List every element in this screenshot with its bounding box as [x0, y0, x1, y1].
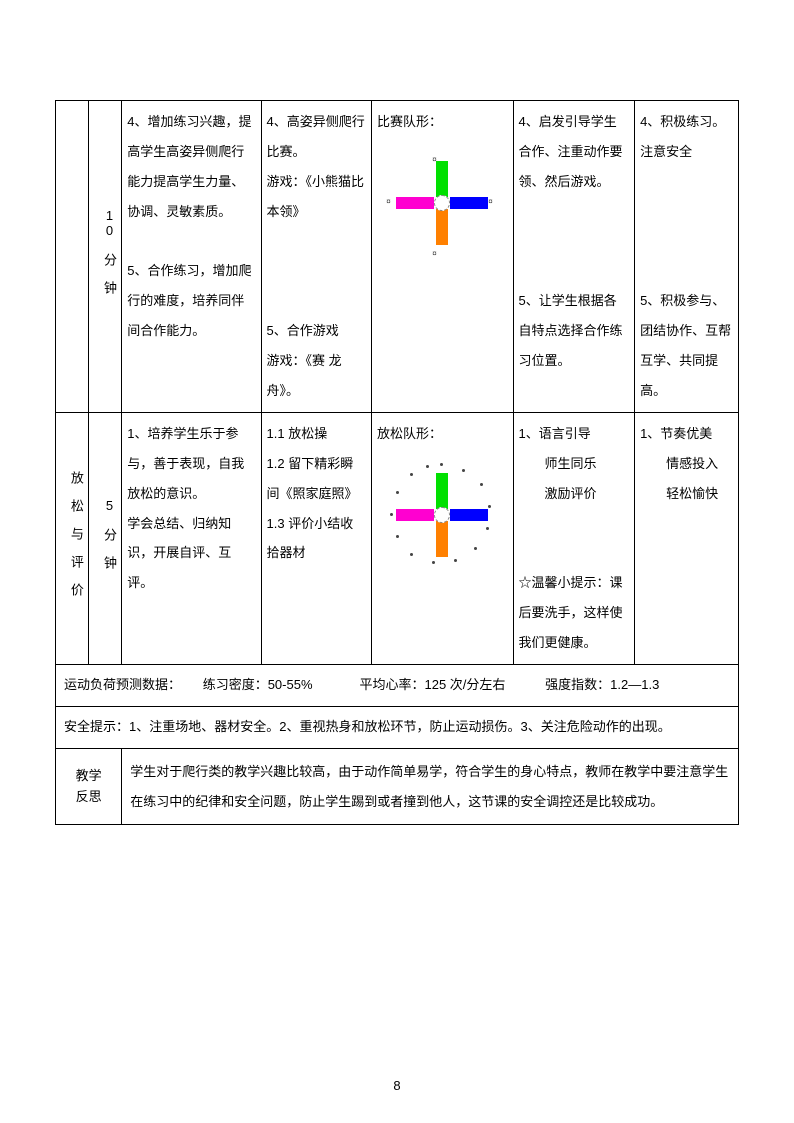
intensity-value: 1.2—1.3: [610, 677, 659, 692]
safety-row: 安全提示：1、注重场地、器材安全。2、重视热身和放松环节，防止运动损伤。3、关注…: [56, 706, 739, 748]
arm-left: [396, 509, 434, 521]
table-row: 放 松 与 评 价 5 分 钟 1、培养学生乐于参与，善于表现，自我放松的意识。…: [56, 412, 739, 664]
page-number: 8: [0, 1078, 794, 1093]
center-circle: [434, 507, 450, 523]
arm-left: [396, 197, 434, 209]
diagram-cell: 比赛队形： ¤ ¤ ¤ ¤: [372, 101, 513, 413]
reflection-text: 学生对于爬行类的教学兴趣比较高，由于动作简单易学，符合学生的身心特点，教师在教学…: [122, 748, 739, 825]
density-label: 练习密度：: [203, 677, 268, 692]
formation-diagram-icon: ¤ ¤ ¤ ¤: [382, 157, 502, 257]
time-text: 5 分 钟: [94, 498, 124, 569]
activity-cell: 4、高姿异侧爬行比赛。 游戏：《小熊猫比本领》 5、合作游戏 游戏：《赛 龙舟》…: [261, 101, 372, 413]
student-cell: 1、节奏优美 情感投入 轻松愉快: [635, 412, 739, 664]
arm-top: [436, 473, 448, 509]
time-cell: 5 分 钟: [89, 412, 122, 664]
load-label: 运动负荷预测数据：: [64, 677, 181, 692]
table-row: 运动负荷预测数据： 练习密度：50-55% 平均心率：125 次/分左右 强度指…: [56, 665, 739, 707]
arm-right: [450, 197, 488, 209]
teacher-cell: 1、语言引导 师生同乐 激励评价 ☆温馨小提示：课后要洗手，这样使我们更健康。: [513, 412, 635, 664]
arm-bottom: [436, 521, 448, 557]
time-text: 10 分 钟: [94, 208, 124, 294]
reflection-label: 教学 反思: [56, 748, 122, 825]
section-cell: [56, 101, 89, 413]
student-cell: 4、积极练习。注意安全 5、积极参与、团结协作、互帮互学、共同提高。: [635, 101, 739, 413]
objective-cell: 4、增加练习兴趣，提高学生高姿异侧爬行能力提高学生力量、协调、灵敏素质。 5、合…: [122, 101, 261, 413]
time-cell: 10 分 钟: [89, 101, 122, 413]
arm-top: [436, 161, 448, 197]
hr-value: 125 次/分左右: [425, 677, 506, 692]
section-text: 放 松 与 评 价: [61, 471, 91, 596]
table-row: 教学 反思 学生对于爬行类的教学兴趣比较高，由于动作简单易学，符合学生的身心特点…: [56, 748, 739, 825]
teacher-cell: 4、启发引导学生合作、注重动作要领、然后游戏。 5、让学生根据各自特点选择合作练…: [513, 101, 635, 413]
hr-label: 平均心率：: [359, 677, 424, 692]
lesson-plan-table: 10 分 钟 4、增加练习兴趣，提高学生高姿异侧爬行能力提高学生力量、协调、灵敏…: [55, 100, 739, 825]
density-value: 50-55%: [268, 677, 313, 692]
arm-bottom: [436, 209, 448, 245]
section-cell: 放 松 与 评 价: [56, 412, 89, 664]
intensity-label: 强度指数：: [545, 677, 610, 692]
diagram-cell: 放松队形：: [372, 412, 513, 664]
activity-cell: 1.1 放松操 1.2 留下精彩瞬间《照家庭照》 1.3 评价小结收拾器材: [261, 412, 372, 664]
table-row: 安全提示：1、注重场地、器材安全。2、重视热身和放松环节，防止运动损伤。3、关注…: [56, 706, 739, 748]
diagram-label: 放松队形：: [377, 419, 507, 449]
diagram-label: 比赛队形：: [377, 107, 507, 137]
objective-cell: 1、培养学生乐于参与，善于表现，自我放松的意识。 学会总结、归纳知识，开展自评、…: [122, 412, 261, 664]
load-data-row: 运动负荷预测数据： 练习密度：50-55% 平均心率：125 次/分左右 强度指…: [56, 665, 739, 707]
formation-diagram-icon: [382, 469, 502, 569]
table-row: 10 分 钟 4、增加练习兴趣，提高学生高姿异侧爬行能力提高学生力量、协调、灵敏…: [56, 101, 739, 413]
arm-right: [450, 509, 488, 521]
